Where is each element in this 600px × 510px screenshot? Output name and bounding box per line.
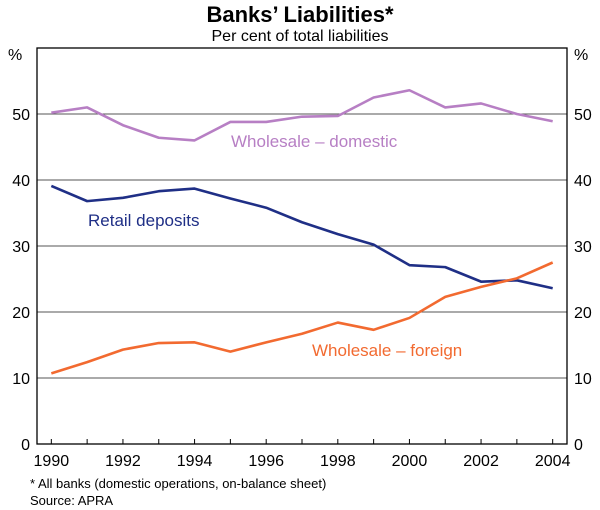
y-tick-label-left: 50	[12, 107, 30, 124]
chart-title: Banks’ Liabilities*	[206, 2, 394, 27]
y-tick-label-right: 30	[574, 239, 592, 256]
x-tick-label: 1996	[248, 453, 284, 470]
series-label-wholesale-domestic: Wholesale – domestic	[231, 132, 398, 151]
y-tick-label-left: 30	[12, 239, 30, 256]
y-tick-label-left: 10	[12, 371, 30, 388]
y-tick-label-right: 40	[574, 173, 592, 190]
y-tick-label-right: 0	[574, 437, 583, 454]
series-label-wholesale-foreign: Wholesale – foreign	[312, 341, 462, 360]
series-line-0	[51, 88, 553, 142]
series-label-retail-deposits: Retail deposits	[88, 211, 200, 230]
x-tick-label: 2004	[535, 453, 571, 470]
x-tick-label: 2002	[463, 453, 499, 470]
y-axis-label-left: %	[8, 47, 22, 64]
footnote: * All banks (domestic operations, on-bal…	[30, 476, 326, 491]
x-tick-label: 1998	[320, 453, 356, 470]
x-tick-label: 2000	[392, 453, 428, 470]
y-tick-label-left: 40	[12, 173, 30, 190]
y-axis-label-right: %	[574, 47, 588, 64]
y-tick-label-right: 10	[574, 371, 592, 388]
chart-subtitle: Per cent of total liabilities	[212, 28, 389, 45]
y-tick-label-left: 0	[21, 437, 30, 454]
y-tick-label-right: 50	[574, 107, 592, 124]
x-tick-label: 1990	[34, 453, 70, 470]
series-line-2	[50, 261, 554, 375]
x-tick-label: 1994	[177, 453, 213, 470]
x-tick-label: 1992	[105, 453, 141, 470]
source-note: Source: APRA	[30, 493, 113, 508]
y-tick-label-left: 20	[12, 305, 30, 322]
y-tick-label-right: 20	[574, 305, 592, 322]
series-line-1	[50, 184, 553, 290]
